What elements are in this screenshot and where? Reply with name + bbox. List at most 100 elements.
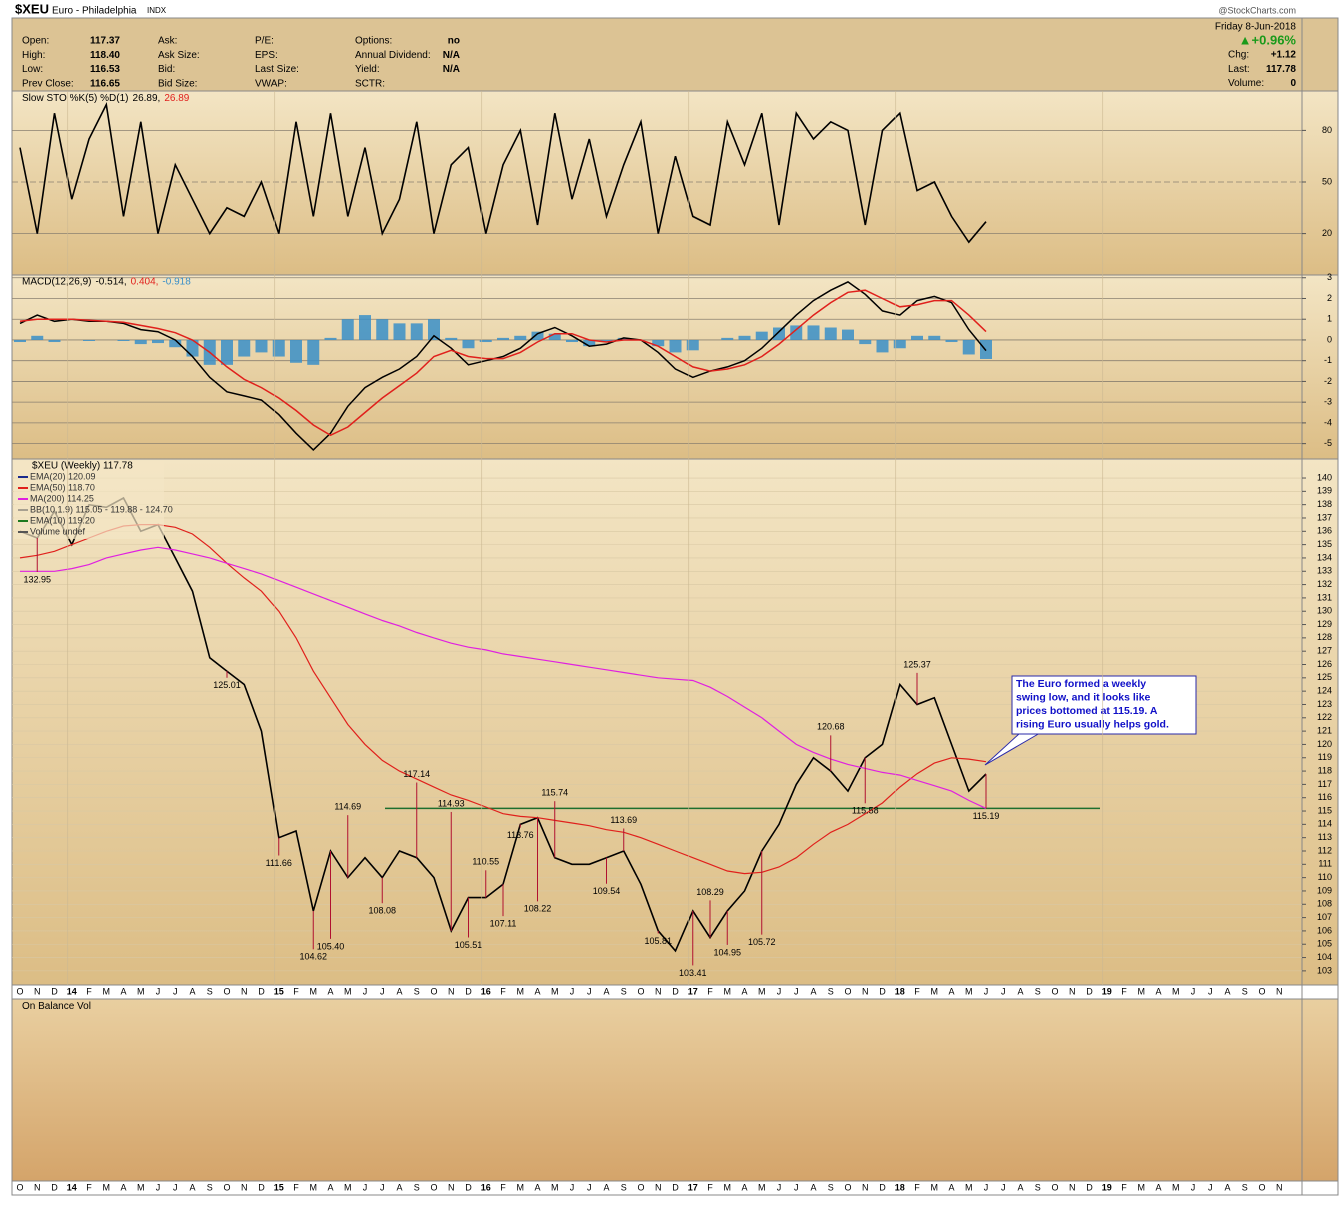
y-tick-label: 134 [1317, 552, 1332, 562]
callout-text: swing low, and it looks like [1016, 691, 1151, 703]
legend-readout: 0.404, [131, 276, 159, 287]
x-tick-label: 17 [688, 986, 698, 996]
price-annotation: 105.72 [748, 937, 776, 947]
price-annotation: 103.41 [679, 968, 707, 978]
x-tick-label: O [844, 1182, 851, 1192]
x-tick-label: S [621, 1182, 627, 1192]
y-tick-label: 3 [1327, 272, 1332, 282]
x-tick-label: F [707, 1182, 713, 1192]
y-tick-label: 108 [1317, 899, 1332, 909]
x-tick-label: D [1086, 986, 1093, 996]
x-tick-label: F [1121, 1182, 1127, 1192]
y-tick-label: 0 [1327, 334, 1332, 344]
x-tick-label: S [207, 1182, 213, 1192]
x-tick-label: M [517, 986, 525, 996]
y-tick-label: 132 [1317, 579, 1332, 589]
x-axis-band-bottom [11, 1180, 1339, 1196]
y-tick-label: 110 [1318, 872, 1332, 882]
x-tick-label: J [173, 1182, 178, 1192]
legend-entry: BB(10,1.9) 115.05 - 119.88 - 124.70 [30, 504, 173, 514]
x-tick-label: M [758, 986, 766, 996]
histogram-bar [428, 319, 440, 340]
y-tick-label: 113 [1318, 832, 1332, 842]
histogram-bar [83, 339, 95, 341]
y-tick-label: 129 [1317, 619, 1332, 629]
histogram-bar [152, 339, 164, 344]
summary-value: +1.12 [1271, 50, 1297, 61]
y-tick-label: 127 [1317, 646, 1332, 656]
x-tick-label: S [1242, 986, 1248, 996]
credit: @StockCharts.com [1218, 5, 1296, 15]
x-tick-label: M [310, 986, 318, 996]
y-tick-label: 104 [1317, 952, 1332, 962]
legend-entry: EMA(20) 120.09 [30, 471, 96, 481]
x-tick-label: J [570, 1182, 575, 1192]
x-tick-label: J [1001, 1182, 1006, 1192]
quote-label: Ask: [158, 36, 177, 47]
y-tick-label: 80 [1322, 125, 1332, 135]
x-tick-label: N [448, 986, 455, 996]
x-tick-label: D [672, 986, 679, 996]
callout-pointer [984, 732, 1041, 766]
summary-value: 0 [1290, 78, 1296, 89]
x-tick-label: F [914, 1182, 920, 1192]
y-tick-label: 105 [1317, 939, 1332, 949]
histogram-bar [755, 331, 768, 340]
histogram-bar [290, 339, 302, 363]
x-tick-label: D [258, 1182, 265, 1192]
price-annotation: 132.95 [23, 574, 51, 584]
x-tick-label: O [637, 1182, 644, 1192]
x-tick-label: J [380, 986, 385, 996]
x-tick-label: F [500, 986, 506, 996]
y-tick-label: -1 [1324, 355, 1332, 365]
x-tick-label: J [794, 1182, 799, 1192]
y-tick-label: 120 [1317, 739, 1332, 749]
date: Friday 8-Jun-2018 [1215, 22, 1297, 33]
x-tick-label: O [1258, 1182, 1265, 1192]
instrument-name: Euro - Philadelphia [52, 6, 137, 17]
y-tick-label: 115 [1318, 805, 1332, 815]
x-tick-label: J [984, 986, 989, 996]
content: $XEU Euro - Philadelphia INDX @StockCharts.… [12, 1, 1332, 1192]
y-tick-label: 128 [1317, 632, 1332, 642]
y-tick-label: 1 [1327, 314, 1332, 324]
price-annotation: 115.74 [541, 788, 568, 798]
price-annotation: 104.95 [713, 947, 741, 957]
x-tick-label: 14 [67, 986, 77, 996]
series-line [20, 546, 987, 809]
x-tick-label: N [1069, 986, 1076, 996]
x-tick-label: A [189, 986, 195, 996]
x-tick-label: O [223, 1182, 230, 1192]
x-tick-label: M [103, 986, 111, 996]
x-tick-label: 17 [688, 1182, 698, 1192]
quote-label: Last Size: [255, 64, 299, 75]
exchange: INDX [147, 6, 167, 15]
x-tick-label: N [655, 986, 662, 996]
quote-value: N/A [443, 50, 460, 61]
x-tick-label: O [16, 986, 23, 996]
histogram-bar [186, 339, 199, 357]
x-tick-label: O [844, 986, 851, 996]
x-tick-label: A [396, 1182, 402, 1192]
histogram-bar [721, 337, 734, 340]
callout-box [1011, 675, 1197, 735]
histogram-bar [600, 339, 613, 343]
x-tick-label: M [931, 1182, 939, 1192]
y-tick-label: 133 [1317, 566, 1332, 576]
y-tick-label: 140 [1317, 472, 1332, 482]
y-tick-label: 123 [1317, 699, 1332, 709]
histogram-bar [307, 339, 320, 365]
legend-readout: 26.89 [164, 93, 189, 104]
price-annotation: 125.01 [213, 680, 241, 690]
histogram-bar [48, 339, 61, 343]
x-tick-label: A [948, 1182, 954, 1192]
series-line [19, 524, 987, 875]
y-tick-label: 116 [1318, 792, 1332, 802]
y-tick-label: 2 [1327, 293, 1332, 303]
x-tick-label: M [344, 986, 352, 996]
x-tick-label: A [603, 1182, 609, 1192]
histogram-bar [445, 337, 458, 340]
y-tick-label: 130 [1317, 606, 1332, 616]
histogram-bar [117, 339, 130, 341]
histogram-bar [807, 325, 820, 340]
